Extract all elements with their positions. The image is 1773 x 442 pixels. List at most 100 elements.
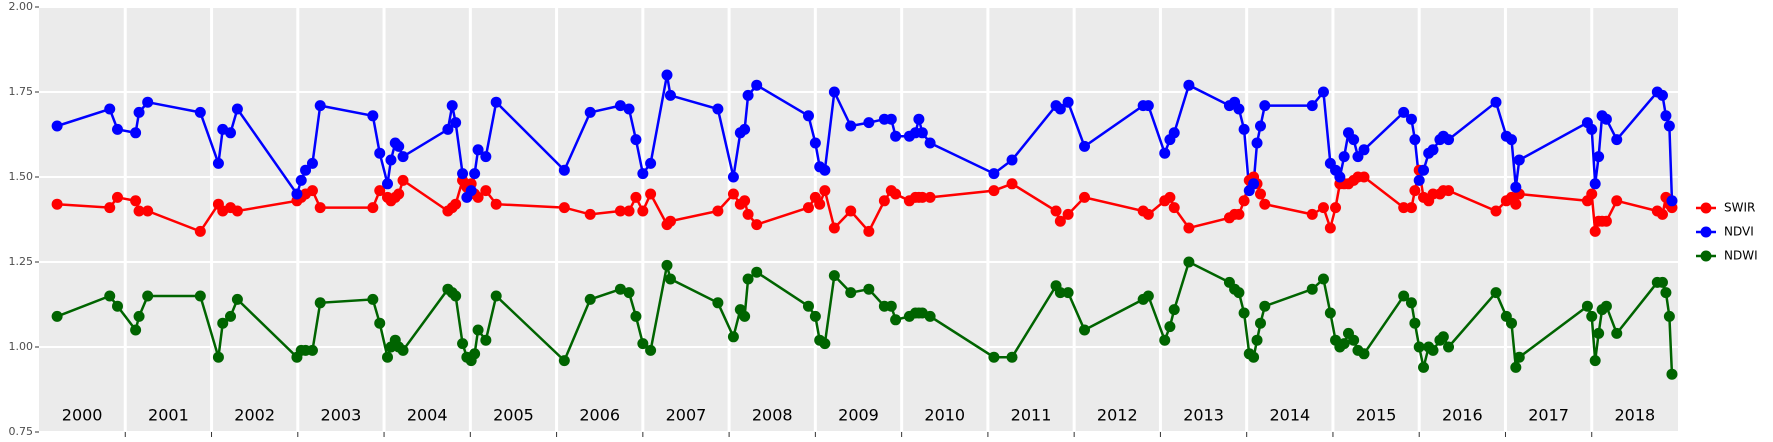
point	[367, 110, 379, 122]
point	[661, 69, 673, 81]
point	[1510, 361, 1522, 373]
point	[623, 205, 635, 217]
legend-label: NDWI	[1724, 249, 1758, 263]
point	[1254, 317, 1266, 329]
point	[1413, 341, 1425, 353]
point	[1586, 123, 1598, 135]
point	[863, 117, 875, 129]
point	[988, 185, 1000, 197]
point	[1660, 287, 1672, 299]
point	[1006, 178, 1018, 190]
point	[614, 205, 626, 217]
year-label: 2010	[924, 406, 965, 425]
y-tick-label: 1.50	[9, 170, 34, 183]
point	[828, 86, 840, 98]
point	[1062, 287, 1074, 299]
point	[397, 151, 409, 163]
point	[397, 174, 409, 186]
point	[1238, 123, 1250, 135]
point	[393, 188, 405, 200]
point	[1338, 151, 1350, 163]
point	[457, 338, 469, 350]
year-label: 2017	[1528, 406, 1569, 425]
point	[1506, 134, 1518, 146]
point	[367, 293, 379, 305]
y-tick-label: 1.00	[9, 340, 34, 353]
point	[890, 314, 902, 326]
point	[809, 310, 821, 322]
legend-symbol	[1700, 202, 1712, 214]
point	[1510, 181, 1522, 193]
point	[1159, 334, 1171, 346]
year-label: 2016	[1442, 406, 1483, 425]
point	[1409, 185, 1421, 197]
point	[1306, 283, 1318, 295]
point	[51, 198, 63, 210]
point	[1324, 222, 1336, 234]
point	[194, 225, 206, 237]
point	[819, 164, 831, 176]
point	[1330, 202, 1342, 214]
legend-symbol	[1700, 226, 1712, 238]
point	[1238, 307, 1250, 319]
point	[1398, 202, 1410, 214]
point	[1409, 317, 1421, 329]
point	[645, 157, 657, 169]
point	[863, 283, 875, 295]
point	[916, 127, 928, 139]
point	[1054, 103, 1066, 115]
point	[727, 331, 739, 343]
point	[1663, 120, 1675, 132]
point	[751, 79, 763, 91]
point	[1513, 351, 1525, 363]
point	[1168, 304, 1180, 316]
point	[212, 351, 224, 363]
point	[1164, 321, 1176, 333]
point	[645, 344, 657, 356]
point	[1427, 144, 1439, 156]
point	[623, 287, 635, 299]
point	[1062, 208, 1074, 220]
point	[712, 103, 724, 115]
point	[751, 266, 763, 278]
y-tick-label: 1.25	[9, 255, 34, 268]
point	[1317, 202, 1329, 214]
point	[1183, 222, 1195, 234]
point	[306, 185, 318, 197]
point	[374, 185, 386, 197]
point	[1443, 341, 1455, 353]
point	[469, 168, 481, 180]
year-label: 2000	[62, 406, 103, 425]
point	[630, 191, 642, 203]
point	[1506, 317, 1518, 329]
point	[442, 123, 454, 135]
point	[1358, 348, 1370, 360]
point	[1238, 195, 1250, 207]
point	[890, 130, 902, 142]
year-label: 2011	[1011, 406, 1052, 425]
point	[637, 168, 649, 180]
year-label: 2004	[407, 406, 448, 425]
point	[212, 157, 224, 169]
year-label: 2018	[1615, 406, 1656, 425]
point	[916, 191, 928, 203]
point	[1259, 100, 1271, 112]
point	[142, 96, 154, 108]
point	[104, 202, 116, 214]
point	[1656, 208, 1668, 220]
point	[1666, 368, 1678, 380]
point	[1405, 297, 1417, 309]
point	[1159, 147, 1171, 159]
point	[130, 195, 142, 207]
year-label: 2013	[1183, 406, 1224, 425]
legend-symbol	[1700, 250, 1712, 262]
point	[130, 127, 142, 139]
point	[712, 297, 724, 309]
y-tick-label: 2.00	[9, 0, 34, 13]
point	[51, 120, 63, 132]
point	[1443, 134, 1455, 146]
year-label: 2009	[838, 406, 879, 425]
point	[742, 89, 754, 101]
point	[623, 103, 635, 115]
point	[1164, 191, 1176, 203]
